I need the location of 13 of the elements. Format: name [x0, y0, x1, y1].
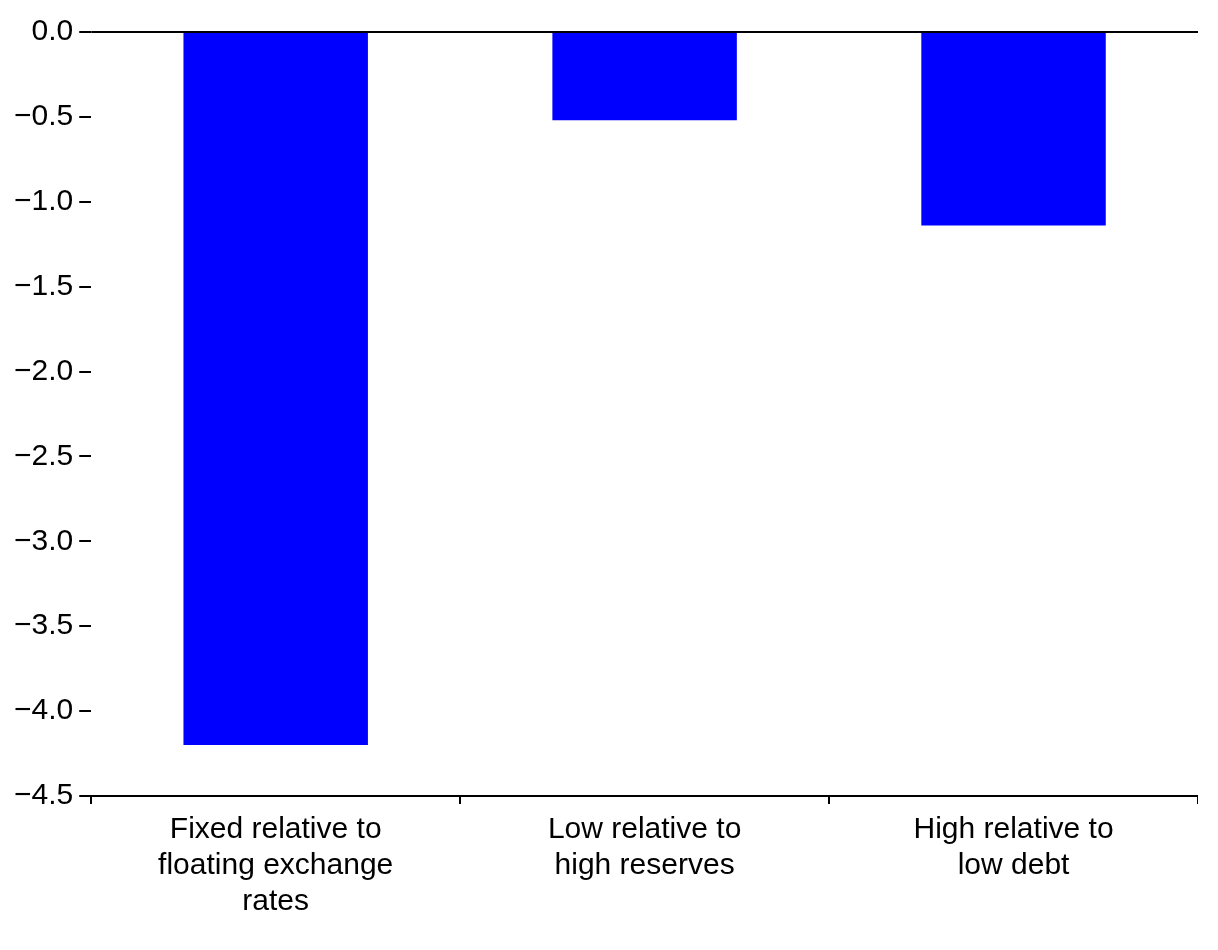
y-tick-label: −0.5	[13, 98, 74, 132]
y-tick-label: −4.5	[13, 777, 74, 811]
y-tick-label: −3.5	[13, 607, 74, 641]
x-tick-label: Fixed relative to floating exchange rates	[158, 811, 394, 917]
y-tick-label: −3.0	[13, 522, 74, 556]
x-tick-label: High relative to low debt	[913, 811, 1114, 881]
y-tick-label: −1.0	[13, 183, 74, 217]
y-tick-label: −4.0	[13, 692, 74, 726]
y-tick-label: −1.5	[13, 267, 74, 301]
x-tick-label: Low relative to high reserves	[547, 811, 742, 881]
y-tick-label: −2.0	[13, 352, 74, 386]
y-tick-label: −2.5	[13, 437, 74, 471]
y-tick-label: 0.0	[31, 13, 74, 47]
